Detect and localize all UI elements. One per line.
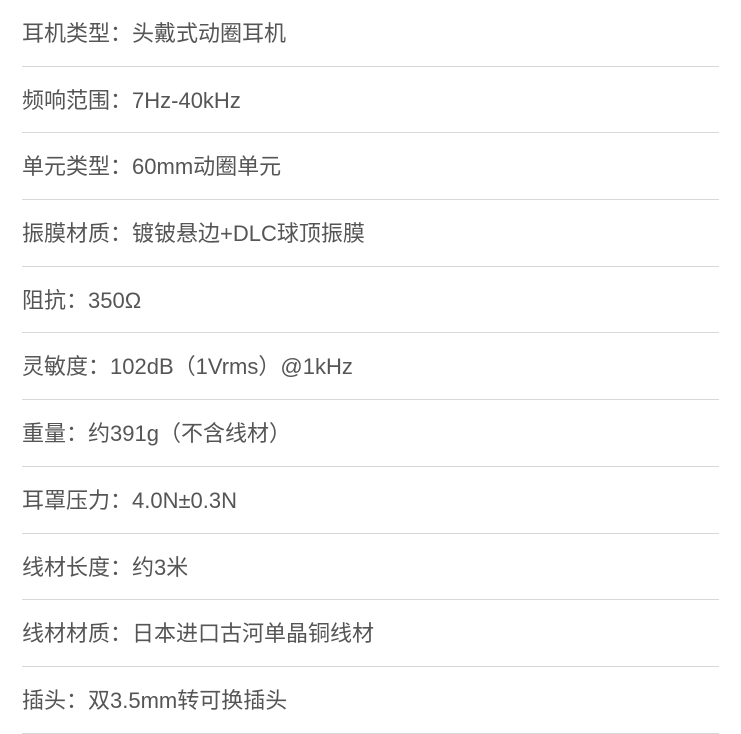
spec-row: 频响范围： 7Hz-40kHz — [22, 67, 719, 134]
spec-value: 102dB（1Vrms）@1kHz — [110, 352, 353, 382]
spec-row: 耳罩压力： 4.0N±0.3N — [22, 467, 719, 534]
spec-value: 7Hz-40kHz — [132, 86, 241, 116]
spec-value: 4.0N±0.3N — [132, 486, 237, 516]
spec-value: 双3.5mm转可换插头 — [88, 686, 287, 716]
spec-row: 阻抗： 350Ω — [22, 267, 719, 334]
spec-row: 单元类型： 60mm动圈单元 — [22, 133, 719, 200]
spec-label: 耳机类型： — [22, 19, 132, 49]
spec-label: 重量： — [22, 419, 88, 449]
spec-label: 耳罩压力： — [22, 486, 132, 516]
spec-value: 约3米 — [132, 553, 188, 583]
spec-label: 频响范围： — [22, 86, 132, 116]
spec-value: 约391g（不含线材） — [88, 419, 291, 449]
spec-value: 日本进口古河单晶铜线材 — [132, 619, 374, 649]
spec-list: 耳机类型： 头戴式动圈耳机 频响范围： 7Hz-40kHz 单元类型： 60mm… — [0, 0, 741, 734]
spec-label: 线材长度： — [22, 553, 132, 583]
spec-value: 头戴式动圈耳机 — [132, 19, 286, 49]
spec-label: 线材材质： — [22, 619, 132, 649]
spec-label: 阻抗： — [22, 286, 88, 316]
spec-label: 插头： — [22, 686, 88, 716]
spec-label: 振膜材质： — [22, 219, 132, 249]
spec-value: 镀铍悬边+DLC球顶振膜 — [132, 219, 365, 249]
spec-row: 插头： 双3.5mm转可换插头 — [22, 667, 719, 734]
spec-row: 振膜材质： 镀铍悬边+DLC球顶振膜 — [22, 200, 719, 267]
spec-row: 重量： 约391g（不含线材） — [22, 400, 719, 467]
spec-row: 耳机类型： 头戴式动圈耳机 — [22, 0, 719, 67]
spec-label: 单元类型： — [22, 152, 132, 182]
spec-row: 线材长度： 约3米 — [22, 534, 719, 601]
spec-row: 灵敏度： 102dB（1Vrms）@1kHz — [22, 333, 719, 400]
spec-value: 350Ω — [88, 286, 141, 316]
spec-value: 60mm动圈单元 — [132, 152, 281, 182]
spec-label: 灵敏度： — [22, 352, 110, 382]
spec-row: 线材材质： 日本进口古河单晶铜线材 — [22, 600, 719, 667]
